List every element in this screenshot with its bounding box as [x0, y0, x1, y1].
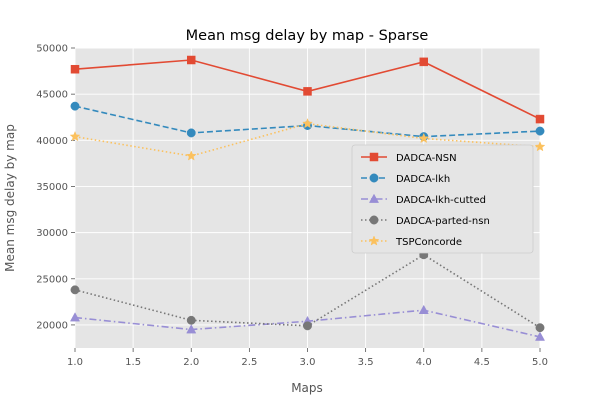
series-DADCA-parted-nsn — [70, 250, 545, 333]
legend-marker — [369, 152, 379, 162]
y-tick-label: 45000 — [36, 90, 68, 101]
x-tick-label: 4.5 — [474, 357, 490, 368]
data-point — [535, 126, 545, 136]
data-point — [186, 315, 196, 325]
data-point — [534, 331, 546, 341]
legend-marker — [368, 235, 380, 246]
data-point — [186, 128, 196, 138]
data-point — [70, 101, 80, 111]
y-axis-ticks: 20000 25000 30000 35000 40000 45000 50000 — [36, 44, 75, 331]
legend-label: DADCA-lkh — [396, 174, 450, 185]
data-point — [70, 285, 80, 295]
x-tick-label: 3.0 — [300, 357, 316, 368]
data-point — [70, 64, 80, 74]
legend-item: TSPConcorde — [361, 235, 462, 248]
legend-marker — [369, 215, 379, 225]
legend-label: DADCA-NSN — [396, 153, 457, 164]
legend: DADCA-NSN DADCA-lkh DADCA-lkh-cutted DADCA-… — [351, 144, 534, 254]
x-tick-label: 3.5 — [358, 357, 374, 368]
y-tick-label: 35000 — [36, 182, 68, 193]
data-point — [185, 150, 197, 161]
data-point — [302, 118, 313, 129]
legend-item: DADCA-parted-nsn — [361, 215, 490, 227]
data-point — [535, 114, 545, 124]
data-point — [418, 132, 430, 144]
x-tick-label: 1.5 — [125, 357, 141, 368]
x-tick-label: 4.0 — [416, 357, 432, 368]
y-axis-label: Mean msg delay by map — [3, 124, 17, 272]
y-tick-label: 40000 — [36, 136, 68, 147]
legend-marker — [368, 193, 380, 203]
y-tick-label: 50000 — [36, 44, 68, 55]
y-tick-label: 30000 — [36, 228, 68, 239]
data-point — [69, 312, 81, 322]
x-axis-label: Maps — [291, 381, 323, 395]
data-point — [303, 87, 312, 96]
data-point — [534, 141, 546, 152]
x-tick-label: 1.0 — [67, 357, 83, 368]
x-tick-label: 2.0 — [183, 357, 199, 368]
legend-label: DADCA-lkh-cutted — [396, 195, 486, 206]
legend-item: DADCA-NSN — [361, 152, 457, 164]
data-point — [535, 323, 545, 333]
data-point — [303, 321, 312, 331]
legend-frame — [351, 144, 534, 254]
data-point — [186, 324, 197, 334]
data-point — [419, 57, 428, 67]
x-tick-label: 2.5 — [241, 357, 257, 368]
series-DADCA-NSN — [70, 55, 545, 124]
data-point — [69, 130, 81, 142]
series-layer — [69, 55, 546, 341]
y-tick-label: 25000 — [36, 274, 68, 285]
series-TSPConcorde — [69, 118, 546, 161]
legend-item: DADCA-lkh — [361, 173, 450, 185]
legend-marker — [369, 173, 379, 183]
chart-title: Mean msg delay by map - Sparse — [186, 28, 429, 44]
y-tick-label: 20000 — [36, 320, 68, 331]
x-axis-ticks: 1.0 1.5 2.0 2.5 3.0 3.5 4.0 4.5 5.0 — [67, 348, 548, 368]
x-tick-label: 5.0 — [532, 357, 548, 368]
legend-label: TSPConcorde — [395, 237, 462, 248]
data-point — [187, 55, 196, 65]
legend-item: DADCA-lkh-cutted — [361, 193, 486, 206]
data-point — [418, 304, 429, 315]
legend-label: DADCA-parted-nsn — [396, 216, 490, 227]
